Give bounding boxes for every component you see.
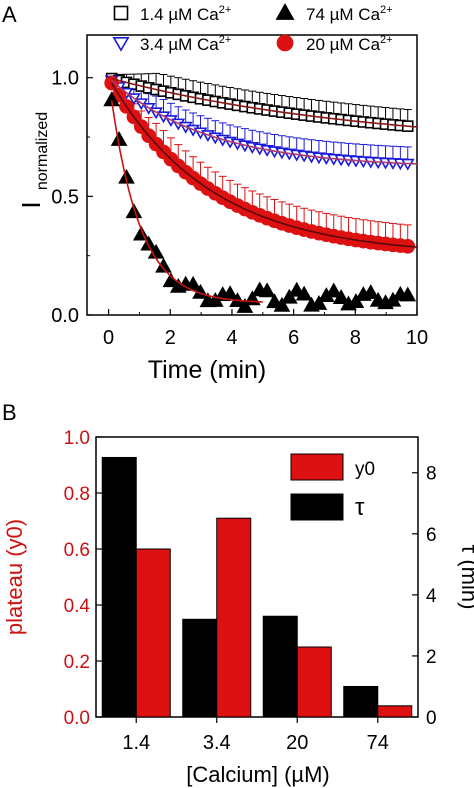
data-point — [273, 296, 291, 312]
panel-b-x-axis-title: [Calcium] (µM) — [186, 762, 329, 787]
x-tick-label: 10 — [406, 327, 428, 349]
x-tick-label: 0 — [103, 327, 114, 349]
panel-a-fit-lines — [110, 77, 418, 303]
panel-b-label: B — [2, 400, 17, 425]
x-tick-label: 6 — [288, 327, 299, 349]
legend-label: 3.4 µM Ca2+ — [140, 34, 231, 54]
legend-label-superscript: 2+ — [219, 4, 232, 16]
data-point — [155, 257, 172, 273]
y-tick-label: 1.0 — [51, 68, 79, 90]
panel-a-y-title-main: I — [16, 201, 46, 208]
legend-marker — [275, 2, 295, 20]
panel-b-bars — [101, 456, 413, 718]
data-point — [236, 298, 254, 313]
y-left-tick-label: 0.4 — [64, 596, 91, 617]
panel-a-frame — [86, 34, 418, 316]
y-left-tick-label: 0.6 — [64, 540, 90, 561]
legend-item: 1.4 µM Ca2+ — [113, 4, 231, 24]
y-right-tick-label: 4 — [426, 586, 437, 607]
fit-line — [111, 79, 418, 165]
category-label: 3.4 — [203, 732, 231, 754]
data-point — [258, 282, 276, 298]
y-left-tick-label: 0.2 — [64, 652, 90, 673]
category-label: 1.4 — [122, 732, 150, 754]
legend-item: 20 µM Ca2+ — [276, 34, 393, 54]
panel-b-left-axis-title: plateau (y0) — [2, 519, 27, 635]
bar-tau — [343, 685, 379, 718]
data-point — [295, 285, 313, 301]
y-tick-label: 0.0 — [51, 305, 79, 327]
legend-marker — [112, 36, 130, 52]
legend-marker — [276, 34, 294, 52]
data-point — [103, 91, 121, 107]
x-tick-label: 2 — [165, 327, 176, 349]
legend-label: 20 µM Ca2+ — [306, 34, 393, 54]
y-tick-label: 0.5 — [51, 186, 79, 208]
panel-a-y-axis-title: I normalized — [16, 112, 51, 209]
legend-item: 74 µM Ca2+ — [275, 2, 393, 24]
data-point — [332, 289, 350, 304]
data-point — [140, 235, 158, 251]
x-tick-label: 4 — [226, 327, 237, 349]
fit-line — [110, 100, 263, 303]
panel-b-right-axis-title: τ (min) — [457, 545, 474, 610]
bar-y0 — [135, 548, 171, 718]
legend-label: y0 — [355, 459, 375, 480]
panel-b-axes: 1.4 3.4 20 74 0.0 0.2 0.4 0.6 0.8 1.0 0 2 4 6 8 — [64, 428, 437, 754]
y-left-tick-label: 1.0 — [64, 428, 90, 449]
legend-label: 1.4 µM Ca2+ — [140, 4, 231, 24]
bar-tau — [101, 456, 137, 718]
panel-a-plot: 0 2 4 6 8 10 0.0 0.5 1.0 1.4 µM Ca2+ 3.4 µM Ca2+ 7… — [51, 2, 428, 349]
legend-label-superscript: 2+ — [380, 4, 393, 16]
data-point — [125, 203, 143, 219]
fit-line — [111, 77, 418, 128]
panel-a-x-axis-title: Time (min) — [148, 356, 267, 384]
panel-a-label: A — [2, 2, 17, 27]
category-label: 74 — [367, 732, 389, 754]
bar-tau — [182, 618, 218, 718]
panel-a-error-bars — [107, 72, 412, 247]
legend-item: y0 — [290, 453, 375, 481]
bar-y0 — [216, 517, 252, 718]
y-right-tick-label: 2 — [426, 647, 437, 668]
bar-y0 — [296, 646, 332, 718]
y-right-tick-label: 8 — [426, 464, 437, 485]
data-point — [325, 282, 343, 298]
y-right-tick-label: 6 — [426, 525, 437, 546]
data-point — [399, 286, 417, 302]
legend-label-superscript: 2+ — [219, 34, 232, 46]
panel-a-y-title-sub: normalized — [34, 112, 51, 190]
category-label: 20 — [286, 732, 308, 754]
bar-tau — [262, 615, 298, 718]
y-left-tick-label: 0.8 — [64, 484, 90, 505]
y-right-tick-label: 0 — [426, 708, 437, 729]
legend-label-superscript: 2+ — [380, 34, 393, 46]
legend-item: τ — [290, 493, 365, 521]
panel-a-legend: 1.4 µM Ca2+ 3.4 µM Ca2+ 74 µM Ca2+ 20 µM Ca… — [112, 2, 393, 54]
y-left-tick-label: 0.0 — [64, 708, 90, 729]
x-tick-label: 8 — [350, 327, 361, 349]
bar-y0 — [377, 705, 413, 718]
legend-swatch — [290, 453, 344, 481]
legend-item: 3.4 µM Ca2+ — [112, 34, 231, 54]
legend-label: τ — [355, 494, 365, 521]
fit-line — [111, 82, 418, 248]
panel-a-axes: 0 2 4 6 8 10 0.0 0.5 1.0 — [51, 68, 428, 349]
panel-b-plot: 1.4 3.4 20 74 0.0 0.2 0.4 0.6 0.8 1.0 0 2 4 6 8 y0 τ — [64, 428, 437, 754]
legend-label: 74 µM Ca2+ — [306, 4, 393, 24]
panel-b-legend: y0 τ — [290, 453, 375, 521]
panel-b-frame — [95, 436, 419, 718]
data-point — [362, 284, 380, 299]
data-point — [310, 295, 328, 310]
legend-swatch — [290, 493, 344, 521]
legend-marker — [113, 5, 129, 21]
